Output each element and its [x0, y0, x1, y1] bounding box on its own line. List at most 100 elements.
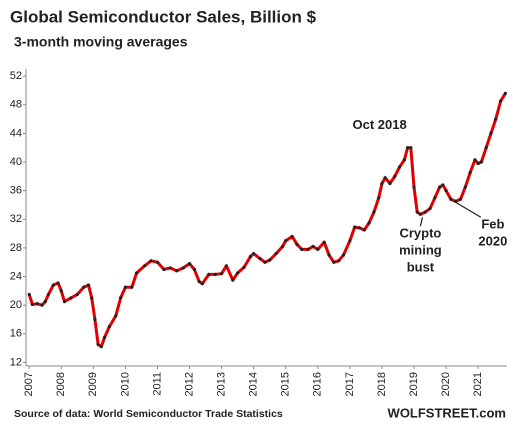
x-tick-label: 2008 — [55, 372, 67, 396]
source-note: Source of data: World Semiconductor Trad… — [14, 408, 283, 420]
y-tick-label: 16 — [10, 328, 22, 340]
brand: WOLFSTREET.com — [388, 405, 506, 420]
annotation-arrow — [419, 217, 424, 227]
point — [397, 165, 402, 169]
x-tick-label: 2015 — [280, 372, 292, 396]
x-tick-label: 2013 — [216, 372, 228, 396]
x-tick-label: 2017 — [344, 372, 356, 396]
point — [62, 299, 67, 304]
y-tick-label: 44 — [10, 127, 22, 139]
y-tick-label: 20 — [10, 299, 22, 311]
point — [107, 325, 111, 329]
x-tick-label: 2011 — [151, 372, 163, 396]
point — [433, 196, 437, 200]
y-tick-label: 40 — [10, 156, 22, 168]
y-tick-label: 32 — [10, 213, 22, 225]
point — [498, 99, 503, 103]
point — [59, 289, 63, 293]
point — [51, 283, 55, 287]
point — [274, 252, 278, 256]
chart-title: Global Semiconductor Sales, Billion $ — [10, 7, 317, 26]
point — [155, 260, 160, 264]
point — [311, 244, 315, 249]
point — [479, 160, 483, 164]
point — [468, 171, 472, 175]
point — [362, 228, 366, 232]
point — [181, 266, 185, 270]
point — [418, 212, 423, 216]
x-tick-label: 2020 — [440, 372, 452, 396]
point — [263, 260, 267, 264]
point — [224, 264, 229, 268]
point — [168, 266, 172, 270]
point — [149, 259, 153, 263]
point — [295, 242, 299, 246]
point — [383, 176, 387, 180]
point — [46, 292, 51, 297]
series-line — [27, 92, 507, 349]
point — [290, 234, 294, 239]
point — [99, 345, 103, 349]
point — [280, 244, 285, 249]
point — [300, 247, 304, 251]
point — [135, 271, 139, 275]
point — [494, 117, 498, 121]
point — [130, 285, 134, 289]
y-tick-label: 48 — [10, 99, 22, 111]
point — [327, 253, 331, 257]
point — [27, 292, 31, 297]
point — [86, 283, 91, 287]
point — [123, 285, 128, 289]
point — [393, 174, 397, 178]
point — [96, 342, 100, 347]
point — [207, 272, 211, 276]
point — [82, 285, 86, 289]
point — [423, 210, 427, 214]
y-tick-label: 52 — [10, 70, 22, 82]
point — [441, 183, 445, 187]
point — [268, 258, 272, 262]
point — [43, 299, 47, 304]
point — [35, 302, 39, 306]
point — [242, 265, 246, 269]
annotation: Feb — [481, 217, 504, 232]
point — [489, 131, 493, 136]
point — [438, 185, 442, 189]
point — [236, 271, 240, 275]
point — [192, 267, 196, 271]
point — [200, 282, 204, 286]
point — [284, 239, 288, 243]
point — [402, 158, 406, 162]
point — [473, 158, 477, 162]
annotation: Crypto — [399, 226, 441, 241]
point — [476, 161, 480, 166]
point — [220, 272, 224, 276]
point — [405, 146, 410, 150]
point — [187, 262, 192, 266]
chart-subtitle: 3-month moving averages — [14, 34, 188, 50]
point — [380, 181, 384, 186]
annotation: 2020 — [478, 234, 507, 249]
point — [372, 210, 376, 214]
point — [484, 146, 488, 150]
point — [332, 260, 336, 264]
x-tick-label: 2014 — [248, 372, 260, 396]
point — [102, 335, 107, 339]
point — [248, 254, 253, 259]
x-tick-label: 2012 — [183, 372, 195, 396]
point — [69, 296, 73, 300]
x-tick-label: 2021 — [472, 372, 484, 396]
point — [213, 272, 217, 276]
y-tick-label: 28 — [10, 242, 22, 254]
point — [444, 189, 448, 193]
point — [56, 281, 60, 285]
x-tick-label: 2019 — [408, 372, 420, 396]
point — [252, 252, 256, 256]
point — [348, 239, 352, 243]
y-tick-label: 36 — [10, 185, 22, 197]
point — [463, 185, 467, 189]
point — [162, 267, 166, 271]
point — [337, 259, 341, 263]
point — [428, 206, 432, 211]
